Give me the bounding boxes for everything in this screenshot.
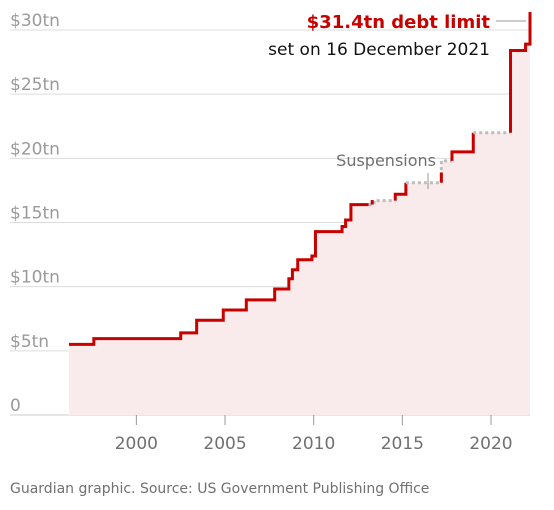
annotations: $31.4tn debt limit set on 16 December 20… [268, 12, 526, 189]
x-axis: 2000 2005 2010 2015 2020 [115, 415, 513, 454]
suspension-segment [368, 199, 396, 207]
gridlines: 0 $5tn $10tn $15tn $20tn $25tn $30tn [10, 11, 530, 416]
y-tick-label: 0 [10, 396, 21, 416]
debt-limit-segment [393, 182, 408, 201]
y-tick-label: $25tn [10, 75, 60, 95]
y-tick-label: $5tn [10, 332, 49, 352]
debt-limit-segment [508, 12, 532, 133]
debt-limit-annotation-title: $31.4tn debt limit [307, 12, 491, 33]
debt-limit-segment [69, 203, 369, 346]
area-fill [69, 12, 530, 416]
area-under-limit [69, 12, 530, 416]
y-tick-label: $10tn [10, 268, 60, 288]
suspension-segment [405, 159, 452, 185]
x-tick-label: 2000 [115, 434, 158, 454]
series-lines [69, 12, 532, 346]
y-tick-label: $15tn [10, 204, 60, 224]
debt-limit-chart: 0$5tn$10tn$15tn$20tn$25tn$30tn 2000 2005 2… [10, 11, 532, 454]
x-tick-label: 2010 [292, 434, 335, 454]
source-caption: Guardian graphic. Source: US Government … [10, 481, 430, 497]
debt-limit-annotation-subtitle: set on 16 December 2021 [268, 40, 490, 60]
x-tick-label: 2015 [381, 434, 424, 454]
x-tick-label: 2005 [203, 434, 246, 454]
x-tick-label: 2020 [469, 434, 512, 454]
suspensions-annotation: Suspensions [336, 151, 436, 170]
y-tick-label: $30tn [10, 11, 60, 31]
y-tick-label: $20tn [10, 139, 60, 159]
debt-limit-segment [450, 132, 475, 161]
